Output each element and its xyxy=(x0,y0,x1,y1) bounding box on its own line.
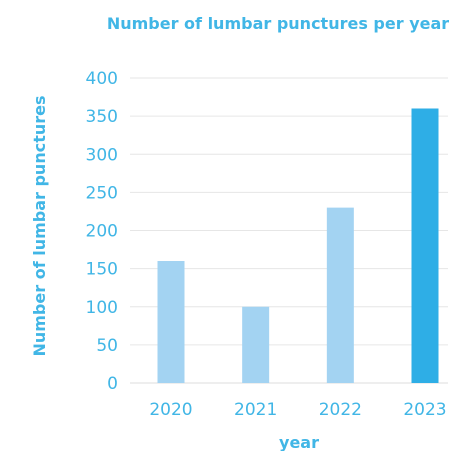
bar-2020 xyxy=(157,261,185,383)
y-tick-label: 350 xyxy=(86,107,118,127)
y-axis-ticks: 0 50 100 150 200 250 300 350 400 xyxy=(86,69,118,394)
y-tick-label: 100 xyxy=(86,298,118,318)
y-tick-label: 0 xyxy=(107,374,118,394)
y-axis-label: Number of lumbar punctures xyxy=(30,95,49,356)
y-tick-label: 50 xyxy=(96,336,118,356)
x-axis-ticks: 2020 2021 2022 2023 xyxy=(149,400,446,420)
x-tick-label: 2021 xyxy=(234,400,277,420)
x-tick-label: 2022 xyxy=(319,400,362,420)
y-tick-label: 200 xyxy=(86,222,118,242)
y-tick-label: 250 xyxy=(86,183,118,203)
y-tick-label: 300 xyxy=(86,145,118,165)
bar-2021 xyxy=(242,306,270,383)
y-tick-label: 150 xyxy=(86,260,118,280)
bar-2023 xyxy=(411,108,439,383)
bar-2022 xyxy=(326,207,354,383)
chart-title: Number of lumbar punctures per year xyxy=(107,14,449,33)
x-tick-label: 2023 xyxy=(403,400,446,420)
x-axis-label: year xyxy=(279,433,319,451)
bars xyxy=(157,108,439,383)
x-tick-label: 2020 xyxy=(149,400,192,420)
y-tick-label: 400 xyxy=(86,69,118,89)
